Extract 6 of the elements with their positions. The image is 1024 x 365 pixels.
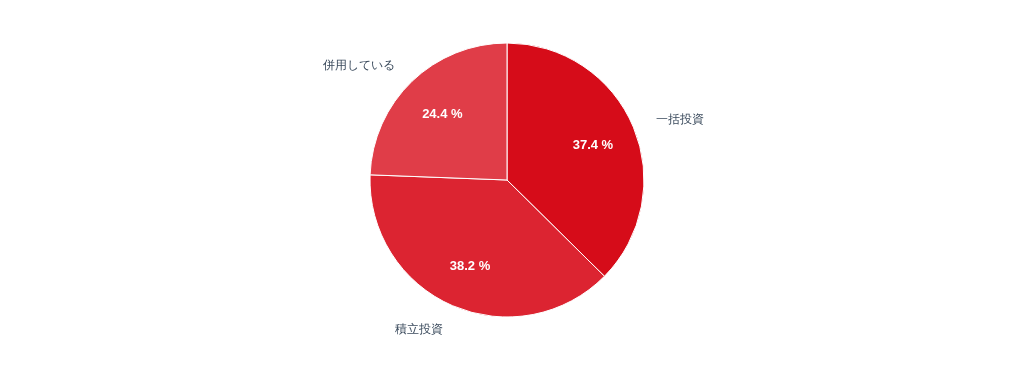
slice-label: 一括投資 <box>655 111 704 126</box>
data-label: 38.2 % <box>449 258 491 274</box>
slice-label: 積立投資 <box>395 321 444 336</box>
data-label: 37.4 % <box>572 137 614 153</box>
data-label: 24.4 % <box>422 105 464 121</box>
slice-label: 併用している <box>322 58 396 73</box>
